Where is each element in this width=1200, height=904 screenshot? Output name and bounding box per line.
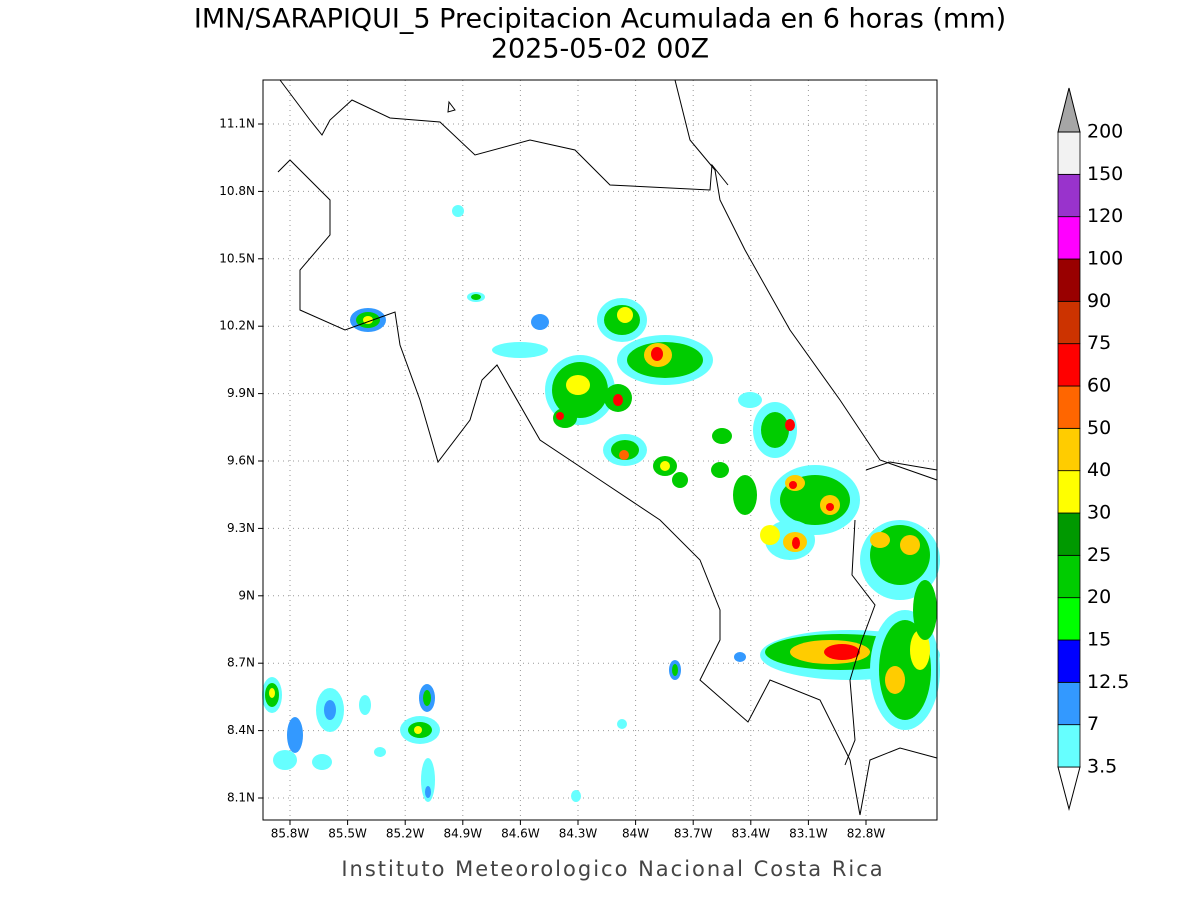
lat-tick-label: 8.4N	[227, 723, 255, 737]
lat-tick-label: 10.2N	[219, 319, 255, 333]
colorbar: 3.5 7 12.5 15 20 25 30 40 50 60 75 90 100 120 150 200	[1057, 87, 1129, 811]
colorbar-below	[1057, 766, 1081, 811]
colorbar-swatch	[1057, 385, 1081, 429]
lon-tick-label: 85.8W	[271, 827, 310, 841]
subtitle: 2025-05-02 00Z	[491, 34, 709, 65]
colorbar-above	[1057, 87, 1081, 133]
lon-tick-label: 85.2W	[386, 827, 425, 841]
colorbar-label: 50	[1087, 417, 1111, 439]
colorbar-label: 30	[1087, 502, 1111, 524]
grid	[258, 80, 937, 825]
colorbar-label: 25	[1087, 544, 1111, 566]
coastlines	[277, 79, 938, 816]
lat-tick-label: 9N	[238, 588, 255, 602]
lon-tick-label: 84W	[622, 827, 649, 841]
colorbar-swatch	[1057, 300, 1081, 345]
colorbar-swatch	[1057, 343, 1081, 387]
lon-tick-label: 85.5W	[328, 827, 367, 841]
colorbar-label: 7	[1087, 713, 1099, 735]
lon-tick-label: 83.1W	[789, 827, 828, 841]
lat-tick-label: 9.3N	[227, 521, 255, 535]
colorbar-label: 120	[1087, 205, 1123, 227]
precip-field	[262, 205, 940, 802]
colorbar-swatch	[1057, 597, 1081, 641]
colorbar-label: 40	[1087, 459, 1111, 481]
footer: Instituto Meteorologico Nacional Costa R…	[341, 857, 884, 881]
lat-tick-label: 11.1N	[219, 117, 255, 131]
lon-tick-label: 83.4W	[732, 827, 771, 841]
lon-tick-label: 84.6W	[501, 827, 540, 841]
lon-tick-label: 82.8W	[847, 827, 886, 841]
lat-tick-label: 9.6N	[227, 454, 255, 468]
lon-tick-label: 84.3W	[559, 827, 598, 841]
colorbar-swatch	[1057, 427, 1081, 472]
colorbar-label: 3.5	[1087, 756, 1117, 778]
colorbar-label: 100	[1087, 248, 1123, 270]
lat-tick-label: 10.5N	[219, 251, 255, 265]
colorbar-swatch	[1057, 512, 1081, 556]
colorbar-swatch	[1057, 639, 1081, 683]
colorbar-swatch	[1057, 173, 1081, 218]
colorbar-label: 20	[1087, 586, 1111, 608]
lat-tick-label: 10.8N	[219, 184, 255, 198]
lat-tick-label: 8.7N	[227, 656, 255, 670]
colorbar-label: 60	[1087, 375, 1111, 397]
map-frame	[262, 79, 938, 821]
lon-tick-label: 83.7W	[674, 827, 713, 841]
lat-tick-label: 9.9N	[227, 386, 255, 400]
colorbar-label: 15	[1087, 629, 1111, 651]
colorbar-label: 200	[1087, 121, 1123, 143]
colorbar-label: 12.5	[1087, 671, 1129, 693]
colorbar-swatch	[1057, 216, 1081, 260]
colorbar-swatch	[1057, 681, 1081, 726]
colorbar-label: 90	[1087, 290, 1111, 312]
colorbar-label: 150	[1087, 163, 1123, 185]
colorbar-label: 75	[1087, 332, 1111, 354]
colorbar-swatch	[1057, 131, 1081, 175]
colorbar-swatch	[1057, 724, 1081, 768]
title: IMN/SARAPIQUI_5 Precipitacion Acumulada …	[194, 4, 1006, 35]
colorbar-swatch	[1057, 258, 1081, 302]
lat-tick-label: 8.1N	[227, 791, 255, 805]
lon-tick-label: 84.9W	[444, 827, 483, 841]
rain-blob	[262, 205, 940, 802]
colorbar-swatch	[1057, 554, 1081, 599]
colorbar-swatch	[1057, 470, 1081, 514]
